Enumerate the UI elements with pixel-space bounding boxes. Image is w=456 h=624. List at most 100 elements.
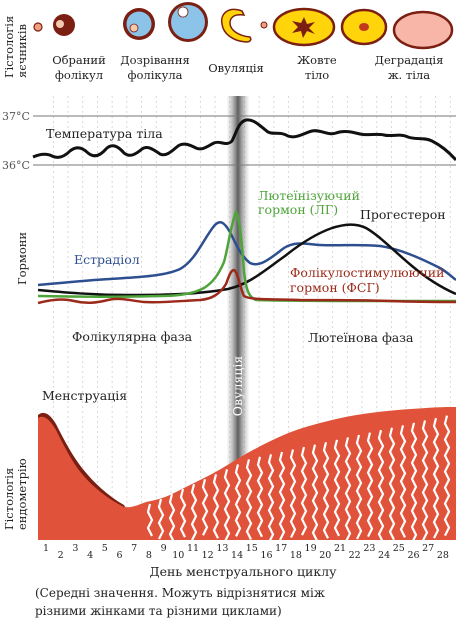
gland-line [432, 417, 440, 539]
gland-line [234, 464, 242, 537]
follicular-phase-label: Фолікулярна фаза [72, 329, 193, 344]
small-follicle-icon [33, 22, 43, 32]
gland-line [201, 478, 209, 536]
ovulation-band-label: Овуляція [230, 356, 245, 417]
ovary-row: Гістологія яєчників [2, 2, 454, 82]
day-tick-label: 26 [407, 550, 419, 561]
stage-label-selected-line1: Обраний [52, 53, 106, 67]
ovary-side-label-line1: Гістологія [2, 16, 16, 78]
ovulation-band [227, 96, 249, 536]
gland-line [355, 434, 363, 540]
gland-line [300, 446, 308, 536]
gland-line [421, 420, 429, 541]
lh-label-line2: гормон (ЛГ) [258, 202, 338, 217]
gland-line [245, 459, 253, 540]
day-tick-label: 12 [202, 550, 214, 561]
stage-label-corpus-luteum-line2: тіло [305, 68, 329, 82]
endometrium-panel: Гістологія ендометрію Менструація [2, 388, 456, 544]
gland-line [388, 427, 396, 541]
day-tick-label: 18 [290, 550, 302, 561]
fsh-label-line2: гормон (ФСГ) [290, 280, 380, 295]
day-tick-label: 22 [349, 550, 361, 561]
day-tick-label: 13 [216, 543, 228, 554]
day-tick-label: 3 [72, 543, 78, 554]
hormones-panel: Гормони Естрадіол Лютеїнізуючий гормон (… [15, 188, 456, 345]
gland-line [267, 454, 275, 543]
estradiol-curve [37, 220, 456, 287]
corpus-luteum-early-degeneration-icon [340, 8, 388, 46]
day-tick-label: 1 [43, 543, 49, 554]
note-line1: (Середні значення. Можуть відрізнятися м… [35, 586, 325, 600]
hormones-side-label: Гормони [15, 232, 29, 285]
growing-follicle-icon [123, 8, 155, 40]
endometrium-side-label-line1: Гістологія [2, 468, 16, 530]
gland-line [278, 451, 286, 541]
endometrial-glands [146, 415, 451, 544]
corpus-albicans-icon [392, 10, 454, 50]
day-tick-label: 15 [246, 543, 258, 554]
gland-line [377, 429, 385, 543]
mature-follicle-icon [168, 2, 208, 42]
stage-label-degradation-line1: Деградація [375, 53, 444, 67]
gland-line [168, 493, 176, 543]
stage-label-degradation-line2: ж. тіла [388, 68, 430, 82]
stage-label-maturing-line1: Дозрівання [120, 53, 190, 67]
gland-line [366, 432, 374, 538]
temperature-label: Температура тіла [46, 126, 163, 141]
ovary-side-label-line2: яєчників [15, 24, 29, 78]
day-tick-label: 23 [363, 543, 375, 554]
gland-line [190, 483, 198, 541]
day-tick-label: 7 [131, 543, 137, 554]
gland-line [322, 442, 330, 539]
endometrium-layer [38, 407, 456, 540]
gland-line [289, 449, 297, 539]
day-tick-label: 28 [437, 550, 449, 561]
day-tick-label: 6 [116, 550, 122, 561]
x-axis-label: День менструального циклу [150, 564, 338, 579]
gland-line [399, 425, 407, 538]
temperature-panel: 37°C 36°C Температура тіла [2, 110, 456, 172]
day-tick-label: 21 [334, 543, 346, 554]
temp-tick-36: 36°C [2, 159, 30, 172]
gland-line [333, 439, 341, 537]
progesterone-label: Прогестерон [360, 207, 446, 222]
day-tick-label: 20 [319, 550, 331, 561]
gland-line [212, 474, 220, 539]
day-tick-label: 11 [187, 543, 199, 554]
day-tick-label: 16 [260, 550, 272, 561]
day-tick-label: 2 [58, 550, 64, 561]
gland-line [443, 415, 451, 537]
gland-line [344, 437, 352, 542]
estradiol-label: Естрадіол [74, 252, 140, 267]
selected-follicle-icon [53, 14, 75, 36]
day-tick-label: 4 [87, 550, 93, 561]
stage-label-ovulation: Овуляція [208, 61, 264, 75]
day-tick-label: 9 [161, 543, 167, 554]
day-tick-label: 17 [275, 543, 287, 554]
day-tick-label: 10 [172, 550, 184, 561]
stage-label-selected-line2: фолікул [55, 68, 103, 82]
gland-line [179, 488, 187, 538]
day-tick-label: 24 [378, 550, 390, 561]
day-axis: 1234567891011121314151617181920212223242… [43, 543, 449, 561]
temp-tick-37: 37°C [2, 110, 30, 123]
fsh-curve [37, 268, 456, 305]
gland-line [410, 422, 418, 544]
day-tick-label: 25 [393, 543, 405, 554]
day-tick-label: 14 [231, 550, 243, 561]
temperature-curve [32, 118, 456, 161]
gland-line [256, 456, 264, 538]
menstruation-label: Менструація [42, 388, 127, 403]
gland-line [223, 469, 231, 542]
day-tick-label: 27 [422, 543, 434, 554]
day-tick-label: 5 [102, 543, 108, 554]
gland-line [146, 503, 154, 537]
stage-label-corpus-luteum-line1: Жовте [297, 53, 337, 67]
progesterone-curve [37, 223, 456, 297]
corpus-luteum-icon [272, 7, 336, 47]
fsh-label-line1: Фолікулостимулюючий [290, 265, 444, 280]
day-tick-label: 19 [305, 543, 317, 554]
lh-label-line1: Лютеїнізуючий [258, 188, 360, 203]
gland-line [157, 498, 165, 540]
